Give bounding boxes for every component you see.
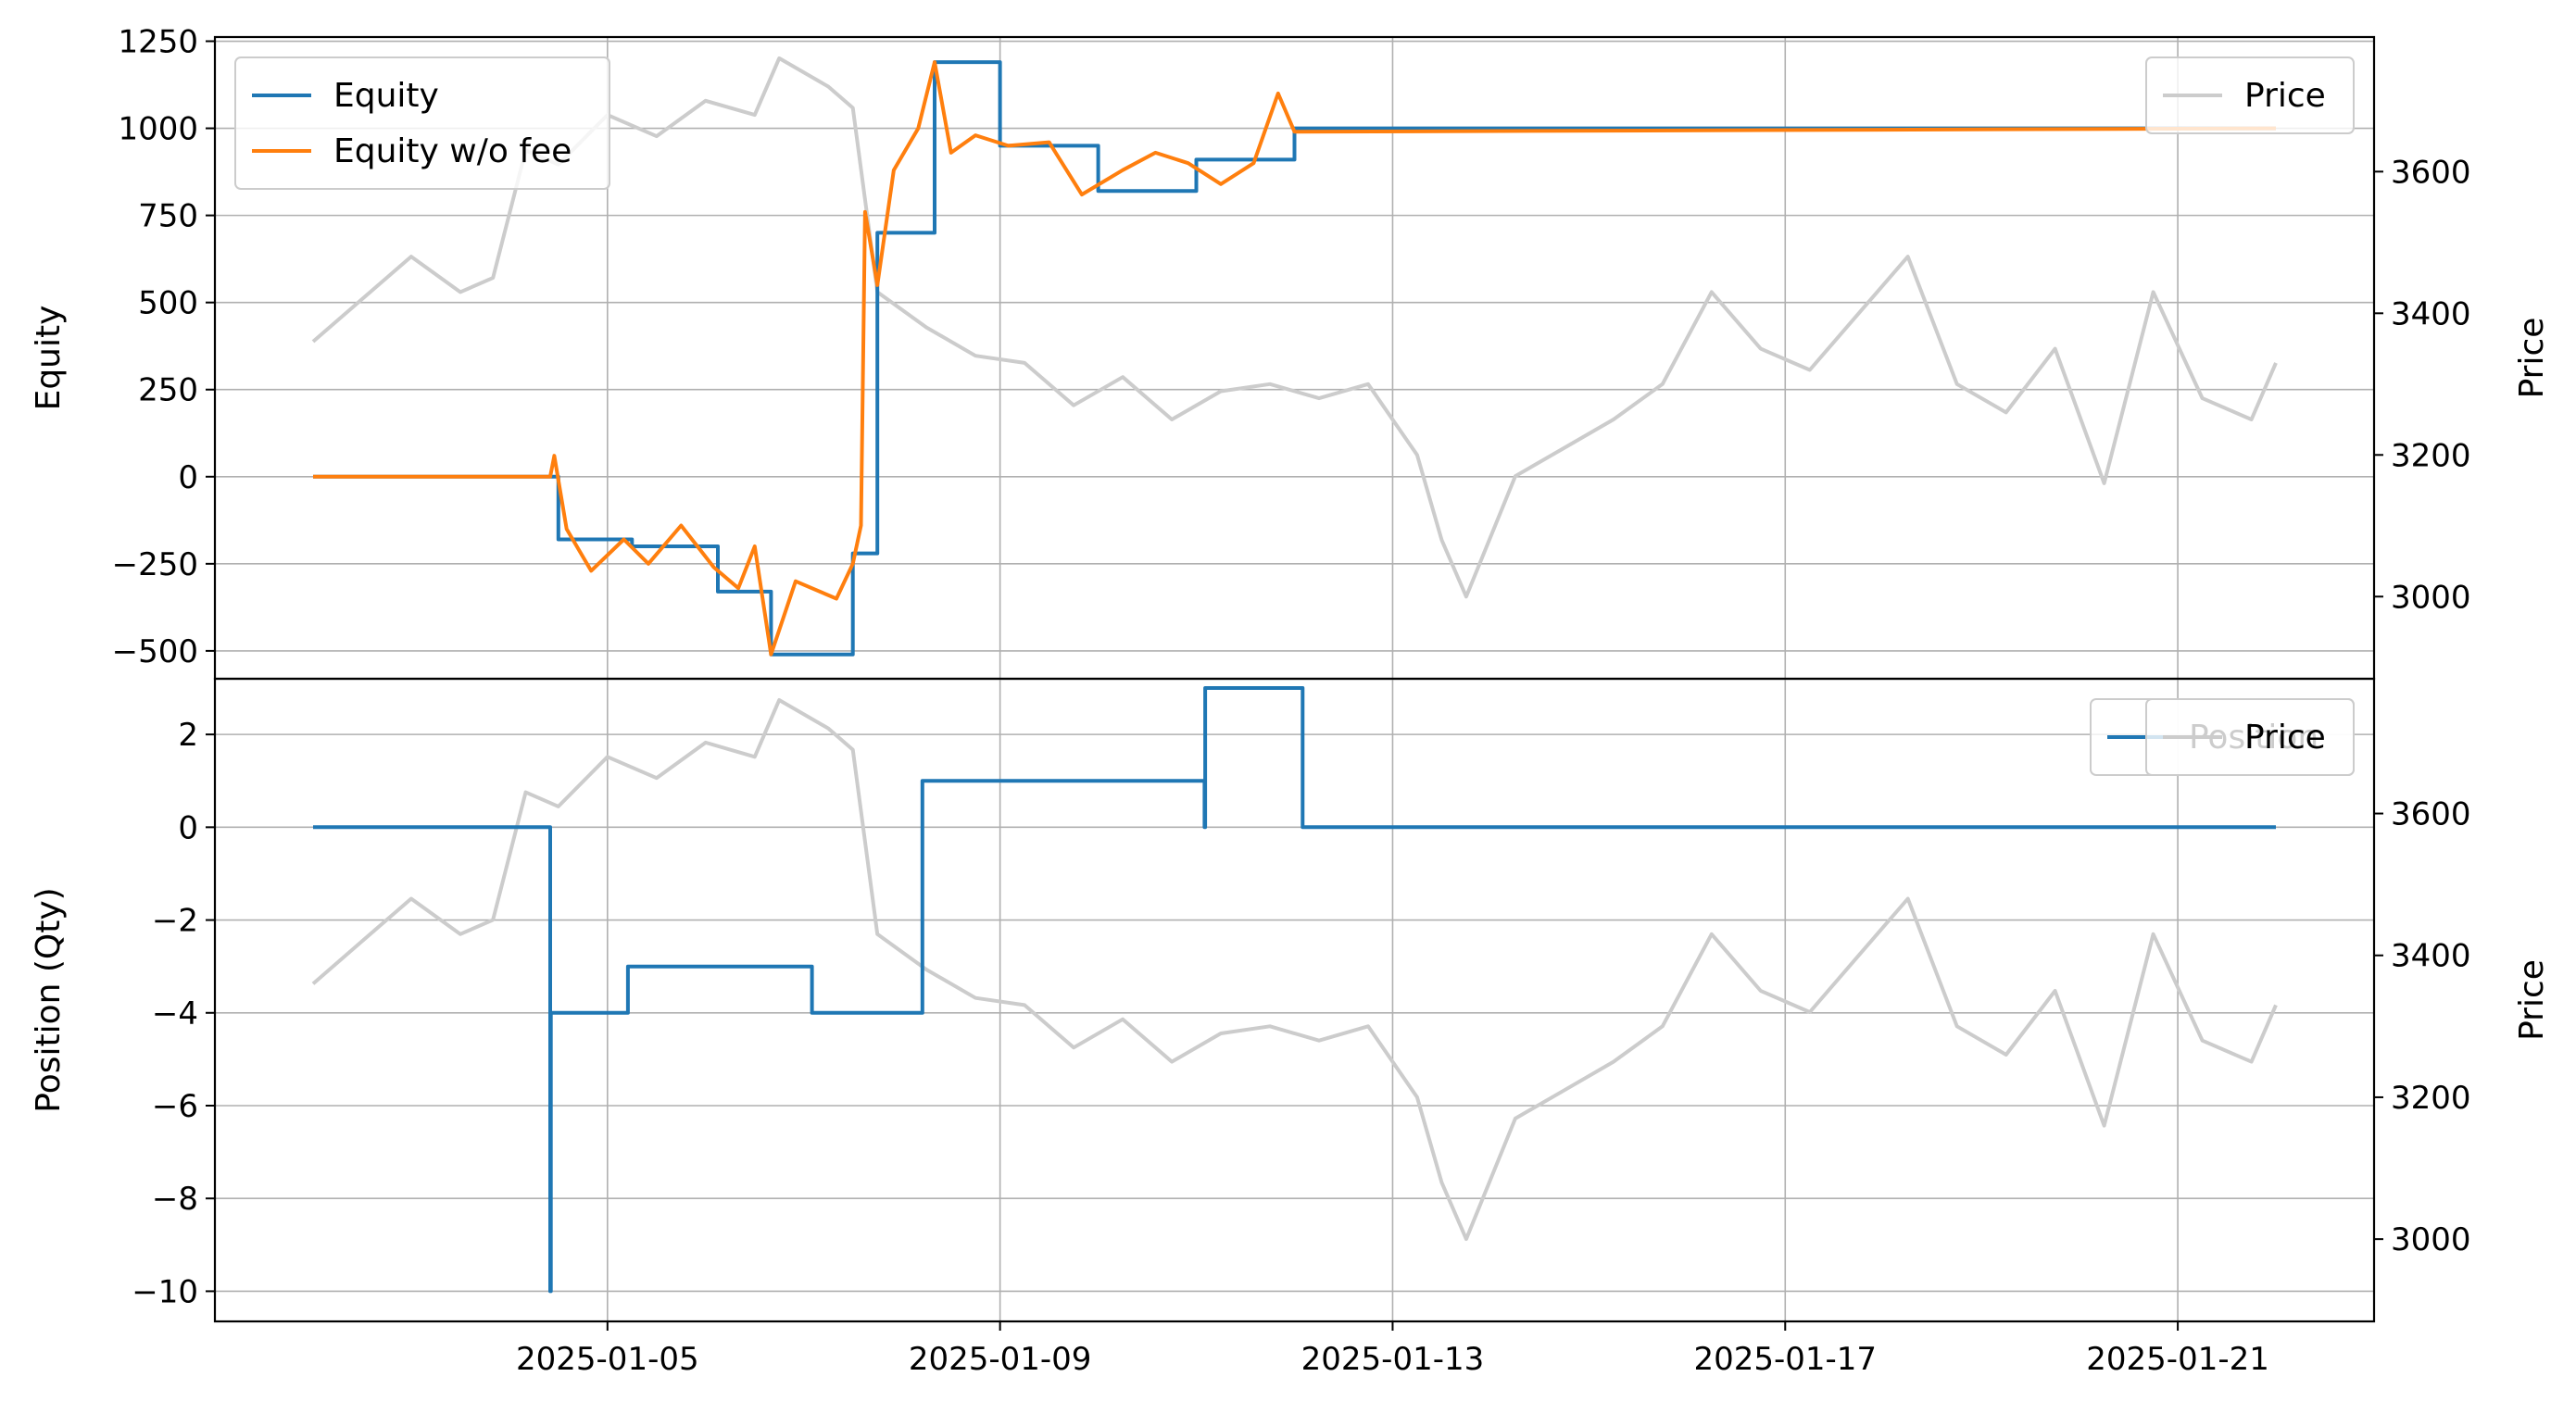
legend-label: Price [2244,719,2326,757]
legend-label: Price [2244,77,2326,115]
y2-tick-label: 3400 [2391,938,2471,975]
legend-label: Equity [333,77,439,115]
legend-box [2145,56,2355,134]
y2-tick-label: 3000 [2391,579,2471,616]
top-panel: −500 −250 0 250 500 750 1000 1250 3000 3200 3400 36… [30,24,2551,681]
legend-box [234,56,610,190]
y-axis-label: Position (Qty) [30,887,68,1112]
y-tick-label: 750 [138,198,198,235]
legend-price: Price [2145,56,2355,134]
y-tick-label: −2 [152,903,198,940]
y-tick-label: 1250 [118,24,198,61]
y-tick-label: −8 [152,1181,198,1218]
x-tick-label: 2025-01-17 [1693,1341,1877,1378]
x-tick-label: 2025-01-05 [516,1341,699,1378]
plot-frame [213,677,2376,1323]
y-tick-label: 2 [178,717,198,754]
y-tick-label: 0 [178,459,198,496]
legend-equity: Equity Equity w/o fee [234,56,610,190]
x-tick-label: 2025-01-13 [1301,1341,1485,1378]
y2-tick-label: 3400 [2391,295,2471,332]
y-tick-label: 1000 [118,111,198,148]
y2-tick-label: 3600 [2391,796,2471,833]
y-tick-label: −4 [152,995,198,1032]
y-tick-label: −500 [112,633,198,670]
equity-line [313,60,2276,657]
position-line [313,686,2276,1294]
y-tick-label: −10 [132,1273,198,1310]
legend-box [2145,698,2355,776]
y-tick-label: 500 [138,285,198,322]
y2-axis-label: Price [2513,959,2551,1041]
x-tick-label: 2025-01-21 [2086,1341,2269,1378]
legend-label: Equity w/o fee [333,132,572,170]
x-tick-label: 2025-01-09 [909,1341,1092,1378]
y2-tick-label: 3200 [2391,1080,2471,1117]
y2-axis-label: Price [2513,318,2551,399]
price-line [311,698,2278,1242]
y-axis-label: Equity [30,306,68,411]
y2-tick-label: 3200 [2391,437,2471,474]
y-tick-label: 250 [138,372,198,409]
legend-price: Price [2145,698,2355,776]
equity-w-o-fee-line [313,60,2277,657]
price-line [311,56,2278,599]
y2-tick-label: 3000 [2391,1221,2471,1258]
y-tick-label: 0 [178,809,198,846]
y2-tick-label: 3600 [2391,154,2471,191]
y-tick-label: −250 [112,546,198,583]
bottom-panel: −10 −8 −6 −4 −2 0 2 3000 3200 3400 3600 Position (Q… [30,677,2551,1378]
y-tick-label: −6 [152,1088,198,1125]
